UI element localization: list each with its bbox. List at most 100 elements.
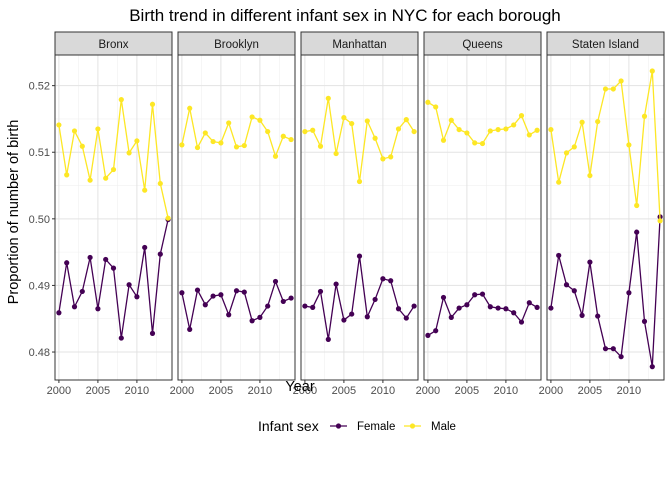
data-point-female — [257, 314, 263, 320]
data-point-male — [602, 86, 609, 92]
facet-panel-queens: Queens 2000 2005 2010 — [416, 31, 542, 397]
data-point-male — [71, 128, 78, 134]
data-point-male — [233, 144, 240, 150]
data-point-female — [534, 304, 540, 311]
data-point-female — [356, 253, 363, 259]
data-point-male — [618, 78, 624, 84]
data-point-male — [288, 136, 294, 143]
facet-strip-label: Staten Island — [572, 39, 639, 51]
data-point-female — [149, 330, 156, 336]
data-point-male — [134, 138, 140, 144]
data-point-male — [503, 126, 509, 132]
x-tick-label: 2000 — [539, 385, 563, 397]
data-point-female — [456, 305, 462, 311]
data-point-female — [110, 265, 117, 271]
x-tick-label: 2005 — [332, 385, 356, 397]
panel-background — [178, 55, 295, 380]
data-point-female — [157, 251, 163, 257]
data-point-male — [556, 179, 562, 185]
data-point-female — [194, 287, 201, 293]
data-point-male — [103, 175, 109, 181]
x-tick-label: 2010 — [617, 385, 641, 397]
data-point-male — [87, 177, 93, 183]
data-point-male — [649, 68, 655, 74]
data-point-male — [325, 95, 331, 101]
x-tick-label: 2000 — [47, 385, 71, 397]
data-point-female — [425, 332, 431, 338]
data-point-female — [403, 315, 409, 321]
data-point-male — [317, 143, 324, 149]
data-point-male — [356, 178, 363, 185]
data-point-female — [563, 282, 570, 288]
data-point-male — [210, 138, 216, 145]
data-point-female — [364, 314, 370, 320]
data-point-male — [380, 156, 386, 162]
data-point-female — [202, 302, 208, 308]
data-point-male — [511, 122, 517, 128]
facet-strip-label: Manhattan — [332, 39, 386, 51]
data-point-female — [87, 254, 93, 261]
data-point-female — [265, 303, 271, 309]
x-tick-label: 2000 — [416, 385, 440, 397]
data-point-female — [511, 310, 517, 316]
data-point-female — [495, 305, 501, 311]
data-point-male — [526, 132, 532, 138]
data-point-male — [56, 122, 62, 128]
data-point-male — [571, 144, 577, 150]
data-point-male — [641, 113, 648, 119]
data-point-male — [257, 117, 263, 123]
data-point-male — [165, 215, 171, 221]
data-point-male — [563, 150, 570, 156]
facet-panel-manhattan: Manhattan 2000 2005 2010 — [293, 31, 419, 397]
data-point-female — [380, 276, 386, 282]
data-point-male — [372, 135, 378, 141]
data-point-male — [518, 113, 525, 119]
x-tick-label: 2010 — [125, 385, 149, 397]
data-point-female — [272, 278, 279, 285]
data-point-male — [79, 143, 85, 149]
data-point-female — [288, 295, 294, 301]
y-axis-title: Proportion of number of birth — [6, 120, 22, 305]
data-point-female — [372, 296, 378, 303]
data-point-male — [626, 142, 632, 148]
data-point-male — [302, 128, 308, 135]
data-point-female — [479, 291, 486, 297]
data-point-female — [518, 319, 525, 325]
data-point-male — [280, 133, 286, 139]
data-point-male — [64, 172, 70, 178]
y-tick-label: 0.49 — [29, 280, 50, 292]
x-tick-label: 2000 — [293, 385, 317, 397]
data-point-female — [411, 303, 417, 309]
data-point-female — [210, 293, 216, 299]
data-point-male — [265, 128, 271, 135]
data-point-male — [272, 153, 279, 159]
data-point-female — [395, 306, 402, 312]
data-point-female — [548, 305, 554, 311]
data-point-male — [464, 130, 470, 136]
data-point-female — [526, 300, 532, 306]
facet-strip-label: Brooklyn — [214, 39, 259, 51]
data-point-female — [587, 259, 593, 265]
data-point-female — [280, 298, 286, 305]
x-tick-label: 2000 — [170, 385, 194, 397]
facet-strip-label: Bronx — [98, 39, 128, 51]
data-point-female — [126, 282, 132, 288]
data-point-male — [226, 120, 232, 126]
panel-background — [547, 55, 664, 380]
data-point-male — [349, 120, 355, 127]
data-point-female — [56, 310, 62, 316]
data-point-male — [595, 118, 601, 125]
y-tick-label: 0.50 — [29, 214, 50, 226]
data-point-female — [472, 292, 478, 298]
y-tick-label: 0.48 — [29, 347, 50, 359]
data-point-female — [503, 306, 509, 312]
data-point-female — [226, 312, 232, 318]
data-point-female — [71, 304, 78, 310]
data-point-female — [349, 311, 355, 317]
data-point-male — [310, 127, 316, 133]
data-point-male — [202, 130, 208, 136]
legend: Infant sex Female Male — [258, 418, 456, 434]
data-point-female — [310, 304, 316, 311]
data-point-female — [179, 290, 185, 296]
